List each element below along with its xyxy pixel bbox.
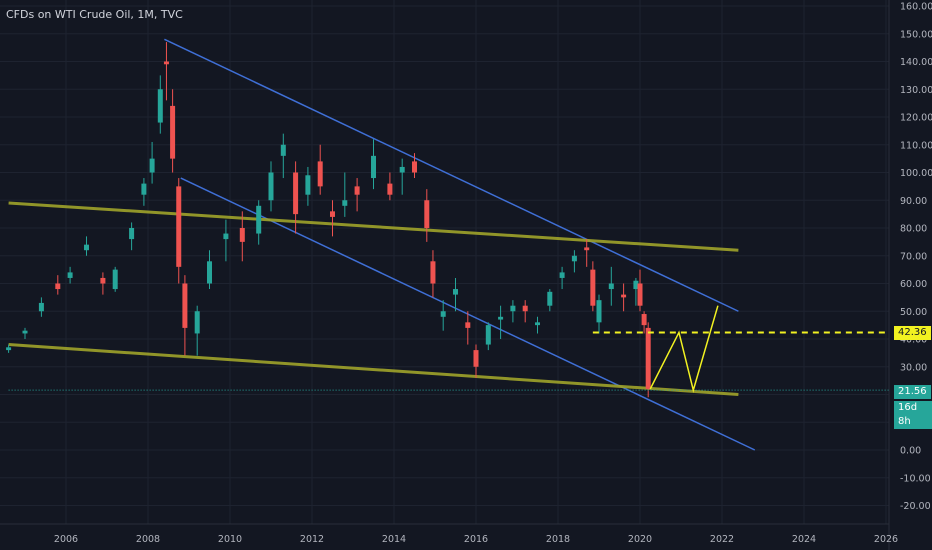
candle-body: [141, 183, 147, 195]
trendline-support: [8, 343, 739, 396]
x-tick-label: 2010: [218, 534, 242, 545]
y-tick-label: -10.00: [900, 473, 931, 484]
candle-body: [194, 311, 200, 334]
candle-body: [84, 244, 89, 251]
y-tick-label: 80.00: [900, 224, 927, 235]
candle-body: [641, 314, 647, 326]
candle-body: [112, 269, 118, 290]
projection-path: [649, 305, 719, 394]
y-tick-label: 30.00: [900, 362, 927, 373]
candle-body: [559, 272, 565, 278]
candle-body: [239, 228, 245, 242]
candle-countdown-tag: 16d 8h: [894, 401, 932, 429]
y-tick-label: 50.00: [900, 307, 927, 318]
x-tick-label: 2022: [710, 534, 734, 545]
candle-body: [170, 105, 176, 159]
x-tick-label: 2006: [54, 534, 78, 545]
candle-body: [430, 261, 436, 284]
y-tick-label: 0.00: [900, 446, 921, 457]
candle-body: [176, 186, 182, 267]
candle-body: [637, 283, 643, 306]
y-tick-label: 130.00: [900, 85, 932, 96]
candle-body: [440, 311, 446, 317]
y-tick-label: 140.00: [900, 57, 932, 68]
y-tick-label: 160.00: [900, 2, 932, 13]
candle-body: [22, 330, 28, 334]
y-tick-label: 120.00: [900, 113, 932, 124]
candle-body: [305, 175, 311, 195]
candle-body: [453, 289, 458, 295]
candle-body: [67, 272, 73, 278]
y-tick-label: 70.00: [900, 251, 927, 262]
candle-body: [342, 200, 348, 206]
resistance-price-tag: 42.36: [894, 326, 931, 340]
candle-body: [465, 322, 471, 328]
candle-body: [100, 277, 106, 284]
candle-body: [330, 211, 335, 217]
candle-body: [38, 302, 44, 312]
y-tick-label: 150.00: [900, 29, 932, 40]
candle-body: [354, 186, 360, 195]
candle-body: [547, 291, 553, 306]
candle-body: [473, 350, 479, 367]
x-tick-label: 2024: [792, 534, 816, 545]
candle-body: [317, 161, 323, 187]
x-tick-label: 2008: [136, 534, 160, 545]
candle-body: [207, 261, 212, 284]
y-tick-label: 100.00: [900, 168, 932, 179]
candle-body: [149, 158, 155, 173]
candle-body: [412, 161, 417, 173]
trendline-resistance: [8, 201, 739, 252]
x-tick-label: 2014: [382, 534, 406, 545]
candle-body: [182, 283, 188, 328]
candle-body: [280, 144, 286, 156]
candle-body: [129, 228, 135, 240]
candle-body: [293, 172, 299, 215]
chart-title: CFDs on WTI Crude Oil, 1M, TVC: [6, 8, 183, 21]
x-tick-label: 2026: [874, 534, 898, 545]
candle-body: [485, 325, 491, 345]
trendline-channel-upper: [164, 38, 739, 312]
candle-body: [163, 61, 169, 65]
candle-body: [157, 89, 163, 123]
candle-body: [510, 305, 516, 312]
candle-body: [633, 280, 639, 290]
candle-body: [522, 305, 528, 312]
candle-body: [645, 327, 651, 389]
candle-body: [223, 233, 229, 240]
candle-body: [608, 283, 614, 290]
x-tick-label: 2012: [300, 534, 324, 545]
candle-body: [371, 155, 376, 179]
x-tick-label: 2018: [546, 534, 570, 545]
candle-body: [399, 166, 405, 173]
candle-body: [55, 283, 61, 290]
y-tick-label: 60.00: [900, 279, 927, 290]
last-price-tag: 21.56: [894, 385, 931, 399]
candle-body: [535, 322, 540, 326]
candle-body: [571, 255, 577, 262]
y-tick-label: -20.00: [900, 501, 931, 512]
y-tick-label: 40.00: [900, 335, 927, 346]
y-tick-label: 110.00: [900, 140, 932, 151]
candle-body: [498, 316, 504, 320]
candle-body: [621, 294, 627, 298]
candle-body: [387, 183, 393, 195]
y-tick-label: 90.00: [900, 196, 927, 207]
x-tick-label: 2020: [628, 534, 652, 545]
candle-body: [590, 269, 596, 306]
candle-body: [256, 205, 262, 234]
candle-body: [596, 300, 602, 323]
candle-body: [424, 200, 430, 228]
candle-body: [268, 172, 274, 201]
candle-body: [584, 247, 590, 251]
x-tick-label: 2016: [464, 534, 488, 545]
candle-body: [6, 347, 12, 351]
